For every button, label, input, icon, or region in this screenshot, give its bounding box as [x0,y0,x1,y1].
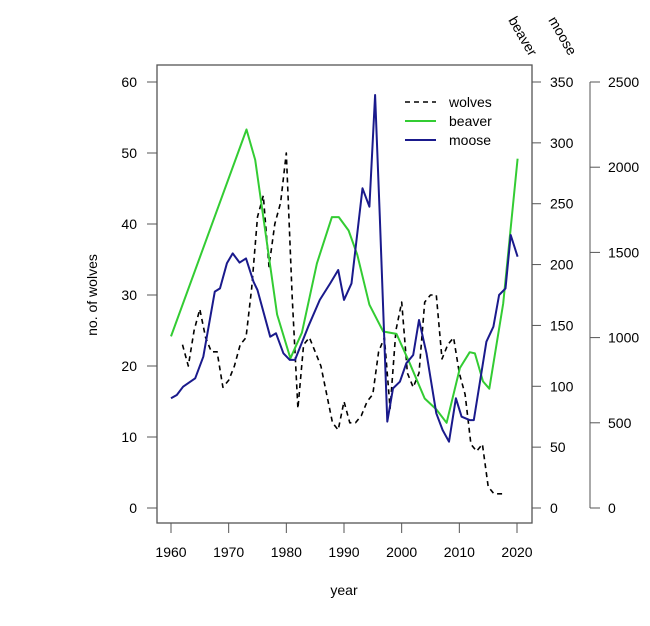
legend-label-moose: moose [449,132,491,148]
y-axis-label-wolves: no. of wolves [84,254,100,336]
series-line-wolves [181,152,506,495]
y-tick-label-moose: 2000 [608,159,639,175]
y-tick-label-wolves: 10 [121,429,137,445]
y-tick-label-moose: 0 [608,500,616,516]
y-tick-label-wolves: 50 [121,145,137,161]
x-tick-label: 1970 [213,544,244,560]
y-tick-label-wolves: 0 [129,500,137,516]
x-axis: 1960 1970 1980 1990 2000 2010 2020 [155,522,533,560]
legend-label-beaver: beaver [449,113,492,129]
x-tick-label: 2000 [386,544,417,560]
x-tick-label: 1980 [271,544,302,560]
y-tick-label-beaver: 200 [550,257,574,273]
y-tick-label-moose: 1500 [608,244,639,260]
legend-label-wolves: wolves [448,94,492,110]
x-axis-label: year [330,582,358,598]
y-tick-label-beaver: 350 [550,74,574,90]
legend: wolves beaver moose [405,94,492,148]
y-tick-label-beaver: 100 [550,378,574,394]
y-tick-label-beaver: 300 [550,135,574,151]
x-tick-label: 1960 [155,544,186,560]
x-tick-label: 2020 [501,544,532,560]
series-lines [170,94,519,495]
y-axis-moose: 0 500 1000 1500 2000 2500 [589,74,639,516]
series-line-moose [170,94,519,443]
y-axis-label-moose: moose [545,14,580,59]
y-tick-label-wolves: 20 [121,358,137,374]
y-tick-label-beaver: 150 [550,317,574,333]
y-axis-beaver: 0 50 100 150 200 250 300 350 [532,74,574,516]
y-tick-label-moose: 2500 [608,74,639,90]
y-tick-label-beaver: 250 [550,196,574,212]
y-tick-label-wolves: 60 [121,74,137,90]
y-tick-label-moose: 500 [608,415,632,431]
x-tick-label: 1990 [328,544,359,560]
y-axis-wolves: 0 10 20 30 40 50 60 [121,74,157,516]
y-tick-label-wolves: 30 [121,287,137,303]
x-tick-label: 2010 [444,544,475,560]
y-tick-label-beaver: 50 [550,439,566,455]
y-axis-label-beaver: beaver [505,14,540,59]
y-tick-label-wolves: 40 [121,216,137,232]
y-tick-label-moose: 1000 [608,330,639,346]
y-tick-label-beaver: 0 [550,500,558,516]
